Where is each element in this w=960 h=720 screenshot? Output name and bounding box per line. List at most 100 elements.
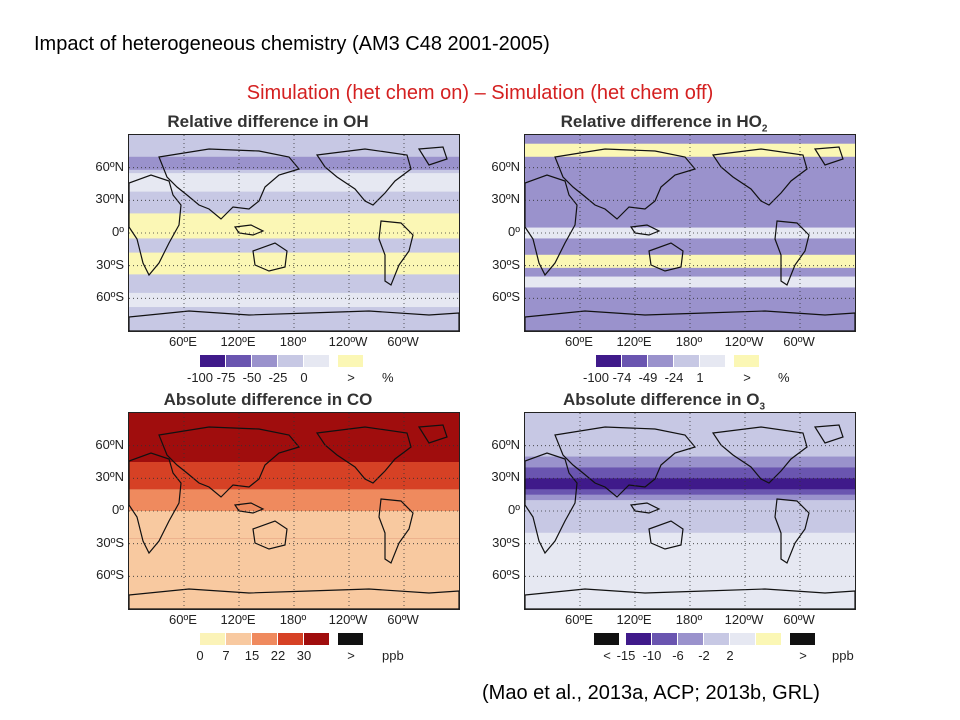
colorbar-swatch: [304, 355, 329, 367]
map-svg: [525, 135, 855, 331]
panel-title: Absolute difference in CO: [88, 390, 448, 410]
colorbar-tick: -15: [616, 648, 636, 663]
lat-label: 30ºN: [491, 469, 520, 485]
colorbar-tick: 1: [696, 370, 704, 385]
colorbar-swatch: [626, 633, 651, 645]
lon-label: 120ºE: [220, 612, 256, 627]
coastline: [252, 242, 288, 272]
colorbar-tick: <: [603, 648, 611, 663]
colorbar-swatch: [756, 633, 781, 645]
panel-title: Relative difference in OH: [88, 112, 448, 132]
colorbar-swatch: [674, 355, 699, 367]
coastline: [629, 502, 661, 514]
colorbar-tick: 0: [300, 370, 308, 385]
colorbar-swatch: [200, 355, 225, 367]
lat-label: 60ºS: [96, 567, 124, 583]
lon-label: 120ºW: [328, 334, 368, 349]
lon-label: 120ºW: [724, 334, 764, 349]
lon-label: 60ºW: [387, 612, 419, 627]
colorbar-tick: 22: [270, 648, 286, 663]
coastline: [315, 148, 412, 206]
coastline: [158, 148, 301, 220]
coastline: [378, 498, 414, 564]
lon-label: 120ºE: [616, 334, 652, 349]
panel-title-subscript: 3: [759, 401, 766, 413]
coastline: [129, 174, 182, 277]
lat-label: 60ºS: [492, 567, 520, 583]
coastline: [629, 224, 661, 236]
colorbar-swatch: [700, 355, 725, 367]
colorbar-tick: 30: [296, 648, 312, 663]
lon-label: 180º: [279, 612, 307, 627]
panel-title-text: Absolute difference in CO: [163, 390, 373, 409]
field-band: [129, 489, 459, 511]
world-map: [128, 412, 460, 610]
lat-label: 60ºN: [491, 158, 520, 174]
citation: (Mao et al., 2013a, ACP; 2013b, GRL): [482, 682, 820, 704]
colorbar-tick: 7: [222, 648, 230, 663]
colorbar-tick: 0: [196, 648, 204, 663]
colorbar-tick: 2: [726, 648, 734, 663]
map-svg: [525, 413, 855, 609]
lat-label: 60ºN: [95, 158, 124, 174]
lat-label: 30ºN: [95, 191, 124, 207]
lat-label: 30ºN: [95, 469, 124, 485]
colorbar-tick: -49: [638, 370, 658, 385]
field-band: [129, 462, 459, 490]
lon-label: 120ºE: [220, 334, 256, 349]
coastline: [378, 220, 414, 286]
colorbar-swatch: [734, 355, 759, 367]
field-band: [525, 276, 855, 288]
lat-label: 0º: [112, 224, 124, 239]
page-title: Impact of heterogeneous chemistry (AM3 C…: [34, 33, 550, 55]
lat-label: 30ºS: [96, 534, 124, 550]
lon-label: 60ºW: [783, 612, 815, 627]
coastline: [711, 426, 808, 484]
lon-label: 120ºE: [616, 612, 652, 627]
colorbar-tick: >: [347, 370, 355, 385]
map-svg: [129, 135, 459, 331]
panel-ho2: Relative difference in HO2 60ºN 30ºN 0º 30ºS…: [484, 112, 856, 392]
colorbar-swatch: [730, 633, 755, 645]
lon-label: 60ºE: [169, 612, 197, 627]
panel-title-text: Relative difference in OH: [167, 112, 369, 131]
lat-label: 30ºN: [491, 191, 520, 207]
colorbar-tick: -24: [664, 370, 684, 385]
lon-label: 60ºE: [169, 334, 197, 349]
lat-label: 0º: [508, 502, 520, 517]
field-band: [129, 173, 459, 192]
lat-label: 60ºN: [491, 436, 520, 452]
colorbar-swatch: [594, 633, 619, 645]
field-band: [525, 143, 855, 157]
panel-title-text: Absolute difference in O: [562, 390, 760, 409]
lon-label: 60ºE: [565, 334, 593, 349]
coastline: [525, 310, 855, 331]
colorbar-swatch: [338, 355, 363, 367]
colorbar-unit: ppb: [832, 648, 854, 663]
lon-label: 60ºW: [387, 334, 419, 349]
world-map: [524, 412, 856, 610]
lon-label: 180º: [279, 334, 307, 349]
panel-title: Relative difference in HO2: [484, 112, 844, 134]
field-band: [525, 478, 855, 490]
colorbar-tick: -25: [268, 370, 288, 385]
panel-co: Absolute difference in CO 60ºN 30ºN 0º 30ºS 6…: [88, 390, 460, 670]
lat-label: 30ºS: [492, 256, 520, 272]
panel-oh: Relative difference in OH 60ºN 30ºN 0º 30ºS 6…: [88, 112, 460, 392]
colorbar-swatch: [678, 633, 703, 645]
panel-title-text: Relative difference in HO: [560, 112, 762, 131]
colorbar-swatch: [338, 633, 363, 645]
page-subtitle: Simulation (het chem on) – Simulation (h…: [246, 82, 714, 104]
colorbar-swatch: [652, 633, 677, 645]
lon-label: 180º: [675, 612, 703, 627]
colorbar-swatch: [596, 355, 621, 367]
colorbar-swatch: [304, 633, 329, 645]
coastline: [233, 224, 265, 236]
coastline: [315, 426, 412, 484]
colorbar-tick: -74: [612, 370, 632, 385]
lat-label: 30ºS: [492, 534, 520, 550]
lat-label: 60ºS: [96, 289, 124, 305]
colorbar-swatch: [226, 355, 251, 367]
colorbar-tick: >: [347, 648, 355, 663]
coastline: [129, 310, 459, 331]
